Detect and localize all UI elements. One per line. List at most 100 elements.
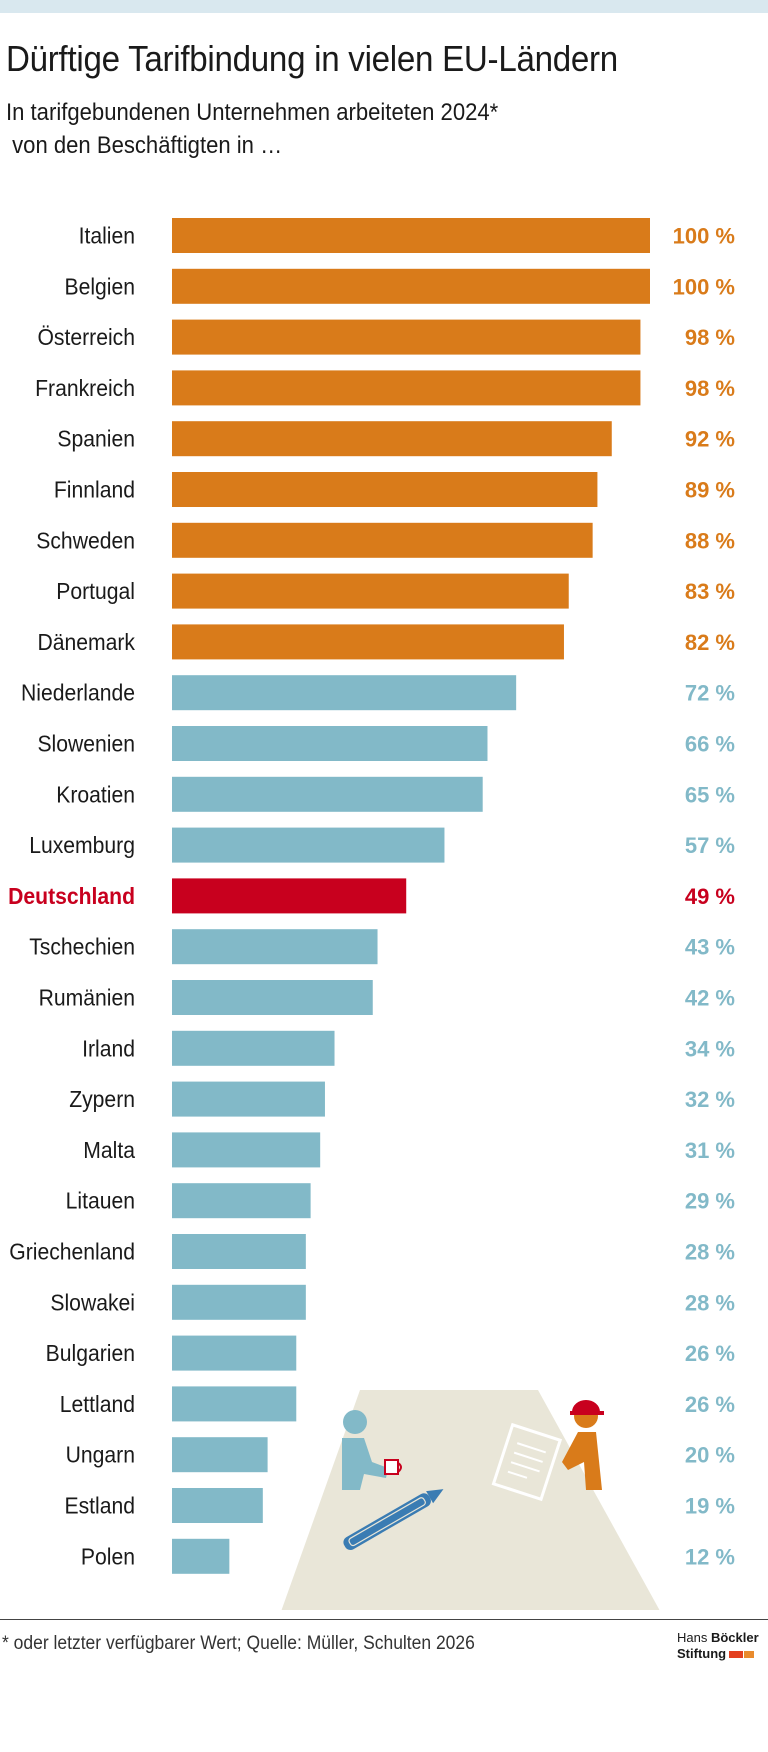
value-label-irland: 34 % — [685, 1036, 735, 1061]
category-label-malta: Malta — [83, 1137, 135, 1163]
bar-schweden — [172, 522, 593, 558]
value-label-belgien: 100 % — [673, 274, 735, 299]
category-label-niederlande: Niederlande — [21, 680, 135, 706]
category-label-portugal: Portugal — [56, 578, 135, 604]
value-label-estland: 19 % — [685, 1494, 735, 1519]
category-label-polen: Polen — [81, 1543, 135, 1569]
category-label-italien: Italien — [79, 223, 135, 249]
bar-estland — [172, 1488, 263, 1523]
top-accent-bar — [0, 0, 768, 13]
illustration — [281, 1390, 660, 1610]
bar-ungarn — [172, 1437, 268, 1473]
category-label-estland: Estland — [64, 1493, 135, 1519]
bar-kroatien — [172, 776, 483, 812]
logo-red-bar — [729, 1650, 744, 1658]
chart-title: Dürftige Tarifbindung in vielen EU-Lände… — [6, 38, 618, 79]
bar-slowakei — [172, 1284, 306, 1320]
category-label-slowakei: Slowakei — [50, 1289, 135, 1315]
bar-deutschland — [172, 878, 407, 914]
category-label-ungarn: Ungarn — [66, 1442, 135, 1468]
bar-danemark — [172, 624, 564, 660]
category-label-litauen: Litauen — [66, 1188, 135, 1214]
footer-divider — [0, 1619, 768, 1620]
footnote: * oder letzter verfügbarer Wert; Quelle:… — [2, 1633, 475, 1654]
category-label-slowenien: Slowenien — [37, 731, 135, 757]
value-label-schweden: 88 % — [685, 528, 735, 553]
value-label-slowenien: 66 % — [685, 732, 735, 757]
bar-lettland — [172, 1386, 297, 1422]
category-label-tschechien: Tschechien — [29, 934, 135, 960]
value-label-niederlande: 72 % — [685, 681, 735, 706]
value-label-malta: 31 % — [685, 1138, 735, 1163]
value-label-polen: 12 % — [685, 1544, 735, 1569]
bar-frankreich — [172, 370, 641, 406]
value-label-ungarn: 20 % — [685, 1443, 735, 1468]
value-label-tschechien: 43 % — [685, 935, 735, 960]
logo-orange-bar — [744, 1650, 755, 1658]
value-label-spanien: 92 % — [685, 427, 735, 452]
category-label-bulgarien: Bulgarien — [46, 1340, 135, 1366]
value-label-zypern: 32 % — [685, 1087, 735, 1112]
bar-chart: Italien 100 % Belgien 100 % Österreich 98 % Fr… — [8, 218, 735, 1610]
bars-layer: Italien 100 % Belgien 100 % Österreich 98 % Fr… — [8, 218, 735, 1574]
value-label-frankreich: 98 % — [685, 376, 735, 401]
category-label-griechenland: Griechenland — [9, 1239, 135, 1265]
bar-malta — [172, 1132, 321, 1168]
bar-litauen — [172, 1183, 311, 1219]
category-label-schweden: Schweden — [36, 527, 135, 553]
category-label-lettland: Lettland — [60, 1391, 135, 1417]
category-label-deutschland: Deutschland — [8, 883, 135, 909]
category-label-danemark: Dänemark — [37, 629, 135, 655]
bar-osterreich — [172, 319, 641, 355]
value-label-deutschland: 49 % — [685, 884, 735, 909]
value-label-litauen: 29 % — [685, 1189, 735, 1214]
value-label-italien: 100 % — [673, 224, 735, 249]
value-label-kroatien: 65 % — [685, 782, 735, 807]
bar-spanien — [172, 421, 612, 457]
logo-text-hans: Hans — [677, 1630, 711, 1645]
bar-luxemburg — [172, 827, 445, 863]
bar-zypern — [172, 1081, 325, 1117]
bar-niederlande — [172, 675, 517, 711]
category-label-osterreich: Österreich — [37, 324, 135, 350]
bar-portugal — [172, 573, 569, 609]
category-label-irland: Irland — [82, 1035, 135, 1061]
value-label-osterreich: 98 % — [685, 325, 735, 350]
bar-griechenland — [172, 1234, 306, 1269]
value-label-finnland: 89 % — [685, 478, 735, 503]
worker-with-cap-icon — [562, 1400, 604, 1490]
worker-with-cup-icon — [342, 1410, 402, 1490]
category-label-rumanien: Rumänien — [39, 985, 135, 1011]
bar-belgien — [172, 268, 650, 304]
bar-irland — [172, 1030, 335, 1066]
value-label-bulgarien: 26 % — [685, 1341, 735, 1366]
bar-finnland — [172, 472, 598, 507]
bar-slowenien — [172, 726, 488, 761]
value-label-griechenland: 28 % — [685, 1240, 735, 1265]
category-label-spanien: Spanien — [57, 426, 135, 452]
value-label-rumanien: 42 % — [685, 986, 735, 1011]
bar-italien — [172, 218, 650, 253]
bar-polen — [172, 1538, 230, 1574]
logo-text-stiftung: Stiftung — [677, 1646, 727, 1661]
bar-bulgarien — [172, 1335, 297, 1371]
hans-boeckler-stiftung-logo: Hans Böckler Stiftung — [677, 1630, 768, 1662]
category-label-luxemburg: Luxemburg — [29, 832, 135, 858]
document-icon — [491, 1422, 563, 1502]
value-label-danemark: 82 % — [685, 630, 735, 655]
value-label-lettland: 26 % — [685, 1392, 735, 1417]
logo-text-boeckler: Böckler — [710, 1630, 759, 1645]
chart-subtitle: In tarifgebundenen Unternehmen arbeitete… — [6, 99, 499, 159]
value-label-slowakei: 28 % — [685, 1290, 735, 1315]
bar-rumanien — [172, 980, 373, 1015]
pen-icon — [343, 1489, 444, 1551]
value-label-luxemburg: 57 % — [685, 833, 735, 858]
category-label-finnland: Finnland — [54, 477, 135, 503]
category-label-belgien: Belgien — [64, 273, 135, 299]
category-label-frankreich: Frankreich — [35, 375, 135, 401]
category-label-kroatien: Kroatien — [56, 781, 135, 807]
bar-tschechien — [172, 929, 378, 965]
value-label-portugal: 83 % — [685, 579, 735, 604]
category-label-zypern: Zypern — [69, 1086, 135, 1112]
illustration-background — [281, 1390, 660, 1610]
